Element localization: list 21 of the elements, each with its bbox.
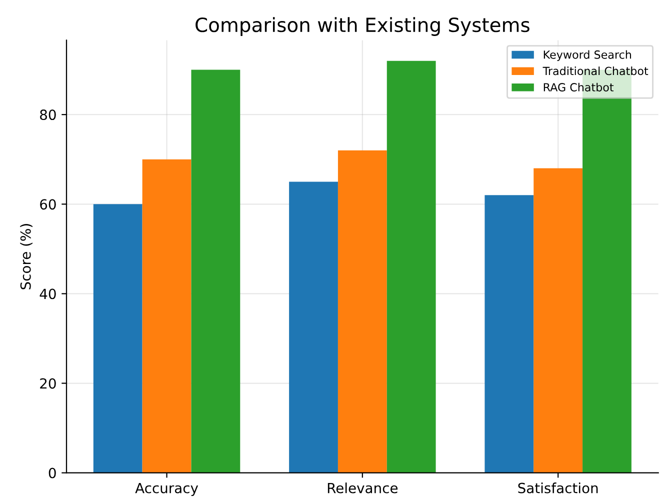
y-axis-title: Score (%) <box>20 224 32 290</box>
bar <box>338 150 387 473</box>
y-tick-label: 60 <box>40 199 56 210</box>
legend-label: Traditional Chatbot <box>542 66 648 76</box>
bar <box>386 60 436 473</box>
x-tick-label: Relevance <box>328 482 398 494</box>
legend-label: RAG Chatbot <box>544 82 614 92</box>
x-tick-label: Accuracy <box>135 482 198 496</box>
y-tick-label: 20 <box>40 378 56 389</box>
y-tick-label: 0 <box>48 468 56 478</box>
bar <box>191 70 240 473</box>
y-tick-label: 80 <box>40 110 56 120</box>
bar <box>289 182 338 473</box>
bar <box>484 195 534 473</box>
bar <box>534 168 583 473</box>
legend-label: Keyword Search <box>544 50 632 61</box>
chart-title: Comparison with Existing Systems <box>196 17 530 36</box>
y-tick-label: 40 <box>40 288 56 300</box>
bar <box>142 159 192 473</box>
x-tick-label: Satisfaction <box>518 482 598 494</box>
bar <box>93 204 142 473</box>
